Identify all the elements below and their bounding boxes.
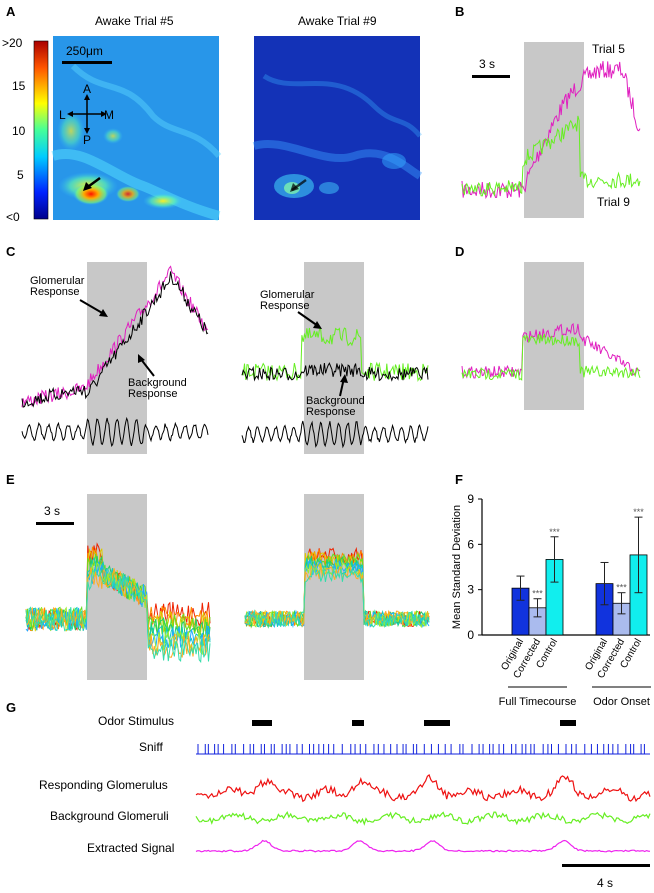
f-stars-0-2: ***: [549, 527, 560, 537]
f-group-label-0: Full Timecourse: [499, 696, 577, 708]
colorbar-tick-5: 5: [17, 168, 24, 182]
c-left-sniff-trace: [21, 416, 209, 448]
g-row-responding: Responding Glomerulus: [39, 778, 168, 792]
trial-9-trace: [461, 115, 641, 197]
c-right-bg-trace: [241, 362, 429, 382]
c-left-bg-line1: Background: [128, 377, 187, 389]
extracted-signal-trace: [195, 839, 651, 853]
f-ylabel: Mean Standard Deviation: [451, 505, 463, 629]
background-glomeruli-trace: [195, 811, 651, 826]
panel-d-letter: D: [455, 244, 465, 259]
panel-g-traces: [195, 720, 651, 853]
panel-b-letter: B: [455, 4, 465, 19]
d-trial-9-trace: [461, 333, 641, 381]
trial-5-label: Trial 5: [592, 42, 625, 56]
compass-p: P: [83, 133, 92, 147]
responding-glomerulus-trace: [195, 774, 651, 803]
panel-b-traces: [461, 42, 641, 218]
heatmap-trial-9: [252, 36, 423, 220]
panel-f-letter: F: [455, 472, 463, 487]
g-row-background: Background Glomeruli: [50, 809, 169, 823]
c-left-glom-trace: [21, 265, 209, 408]
c-left-bg-arrow-icon: [138, 354, 155, 377]
c-right-bg-label: Background Response: [306, 396, 365, 418]
c-left-bg-trace: [21, 271, 209, 408]
f-ytick-label-9: 9: [467, 492, 474, 506]
c-right-glom-line2: Response: [260, 300, 310, 312]
scalebar-3s-e-label: 3 s: [44, 504, 61, 518]
odor-stimulus-block-0: [252, 720, 272, 726]
odor-window-c-right: [304, 262, 364, 454]
panel-c-letter: C: [6, 244, 16, 259]
scalebar-4s-label: 4 s: [597, 876, 614, 890]
trial-9-label: Trial 9: [597, 195, 630, 209]
c-left-bg-label: Background Response: [128, 378, 187, 400]
scalebar-3s-e: [36, 522, 74, 525]
g-row-extracted: Extracted Signal: [87, 841, 175, 855]
odor-stimulus-block-3: [560, 720, 576, 726]
c-right-sniff-trace: [241, 420, 429, 449]
odor-stimulus-block-1: [352, 720, 364, 726]
panel-e-letter: E: [6, 472, 15, 487]
colorbar: [33, 40, 49, 220]
panel-a-letter: A: [6, 4, 16, 19]
panel-e-left-traces: [25, 494, 211, 680]
c-left-bg-line2: Response: [128, 388, 178, 400]
scalebar-250um-label: 250μm: [66, 44, 103, 58]
e-right-trace-9: [244, 565, 430, 628]
c-right-bg-line1: Background: [306, 395, 365, 407]
compass-a: A: [83, 82, 92, 96]
odor-window-e-right: [304, 494, 364, 680]
f-stars-1-1: ***: [616, 583, 627, 593]
panel-g-letter: G: [6, 700, 17, 715]
c-left-glom-line1: Glomerular: [30, 275, 85, 287]
trial-5-trace: [461, 61, 641, 200]
c-left-glom-line2: Response: [30, 286, 80, 298]
panel-c-left-traces: [21, 262, 209, 454]
f-ytick-label-3: 3: [467, 583, 474, 597]
c-right-bg-line2: Response: [306, 406, 356, 418]
odor-stimulus-block-2: [424, 720, 450, 726]
panel-a-left-title: Awake Trial #5: [95, 14, 174, 28]
c-right-bg-arrow-icon: [339, 374, 348, 397]
panel-a-right-title: Awake Trial #9: [298, 14, 377, 28]
panel-d-traces: [461, 262, 641, 410]
g-row-odor: Odor Stimulus: [98, 714, 175, 728]
e-left-trace-9: [25, 567, 211, 664]
scalebar-3s-b-label: 3 s: [479, 57, 496, 71]
colorbar-tick-10: 10: [12, 124, 26, 138]
c-left-glom-label: Glomerular Response: [30, 276, 84, 298]
g-row-sniff: Sniff: [139, 740, 163, 754]
panel-e-right-traces: [244, 494, 430, 680]
colorbar-tick-0: <0: [6, 210, 20, 224]
scalebar-250um: [62, 61, 112, 64]
c-right-glom-line1: Glomerular: [260, 289, 315, 301]
panel-c-right-traces: [241, 262, 429, 454]
compass-l: L: [59, 108, 66, 122]
c-left-glom-arrow-icon: [79, 299, 108, 317]
c-right-glom-arrow-icon: [297, 311, 322, 329]
f-ytick-label-0: 0: [467, 628, 474, 642]
f-stars-0-1: ***: [532, 589, 543, 599]
heatmap-trial-5: [51, 36, 222, 221]
f-stars-1-2: ***: [633, 507, 644, 517]
scalebar-4s: [562, 864, 650, 867]
colorbar-tick-15: 15: [12, 79, 26, 93]
c-right-glom-label: Glomerular Response: [260, 290, 314, 312]
compass-m: M: [104, 108, 114, 122]
f-ytick-label-6: 6: [467, 537, 474, 551]
compass-icon: [67, 94, 107, 134]
f-group-label-1: Odor Onset: [593, 696, 650, 708]
scalebar-3s-b: [472, 75, 510, 78]
colorbar-tick-20: >20: [2, 36, 23, 50]
odor-window-b: [524, 42, 584, 218]
